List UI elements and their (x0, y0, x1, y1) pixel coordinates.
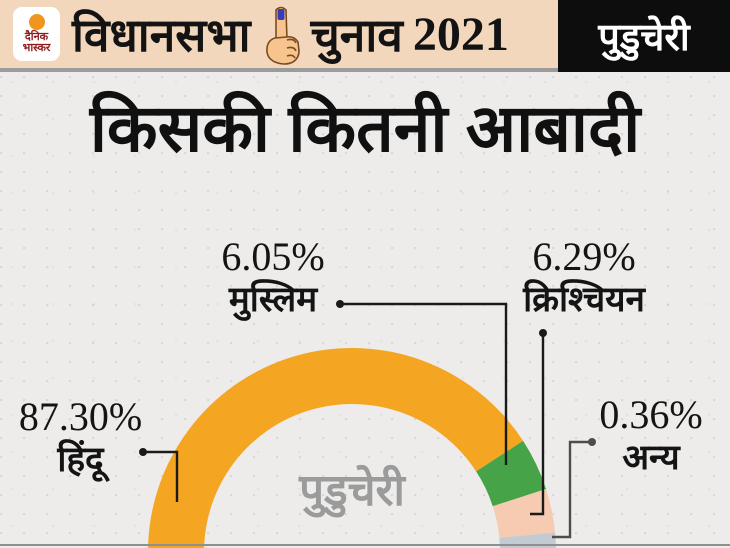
label-muslim-pct: 6.05% (221, 234, 325, 279)
label-hindu-pct: 87.30% (18, 394, 143, 439)
bottom-divider (0, 544, 730, 546)
label-christian-name: क्रिश्चियन (523, 280, 645, 319)
dot-other (588, 438, 596, 446)
page-title: किसकी कितनी आबादी (89, 91, 641, 165)
donut-segments (148, 348, 556, 548)
header-title-mid: चुनाव (310, 9, 403, 61)
leader-dots (139, 300, 596, 456)
brand-line2: भास्कर (22, 42, 51, 54)
label-other-name: अन्य (622, 438, 680, 477)
leader-muslim (340, 302, 508, 465)
header-left-band: दैनिक भास्कर विधानसभा (0, 0, 558, 72)
label-hindu: 87.30% हिंदू (8, 396, 153, 482)
label-other: 0.36% अन्य (586, 394, 716, 480)
leader-hindu (143, 450, 179, 502)
label-christian: 6.29% क्रिश्चियन (495, 236, 673, 322)
chart-center-label: पुडुचेरी (299, 466, 405, 515)
voting-finger-icon (261, 4, 305, 73)
dainik-bhaskar-logo: दैनिक भास्कर (13, 7, 60, 61)
segment-क्रिश्चियन (492, 488, 556, 538)
leader-lines (143, 302, 592, 539)
segment-मुस्लिम (476, 440, 547, 507)
dot-hindu (139, 448, 147, 456)
dot-christian (539, 329, 547, 337)
segment-हिंदू (148, 348, 524, 548)
leader-other (552, 440, 592, 539)
sun-dot-icon (28, 14, 45, 30)
header-year: 2021 (412, 7, 509, 61)
header-title: विधानसभा चुनाव 2021 (72, 0, 509, 69)
leader-christian (530, 333, 545, 516)
label-other-pct: 0.36% (599, 392, 703, 437)
ink-mark (277, 8, 285, 20)
header-bar: दैनिक भास्कर विधानसभा (0, 0, 730, 72)
region-badge: पुडुचेरी (558, 0, 730, 72)
dot-muslim (336, 300, 344, 308)
label-christian-pct: 6.29% (532, 234, 636, 279)
header-title-left: विधानसभा (72, 9, 251, 61)
label-muslim-name: मुस्लिम (228, 280, 318, 319)
brand-line1: दैनिक (24, 31, 49, 43)
label-muslim: 6.05% मुस्लिम (193, 236, 353, 322)
label-hindu-name: हिंदू (57, 440, 104, 479)
